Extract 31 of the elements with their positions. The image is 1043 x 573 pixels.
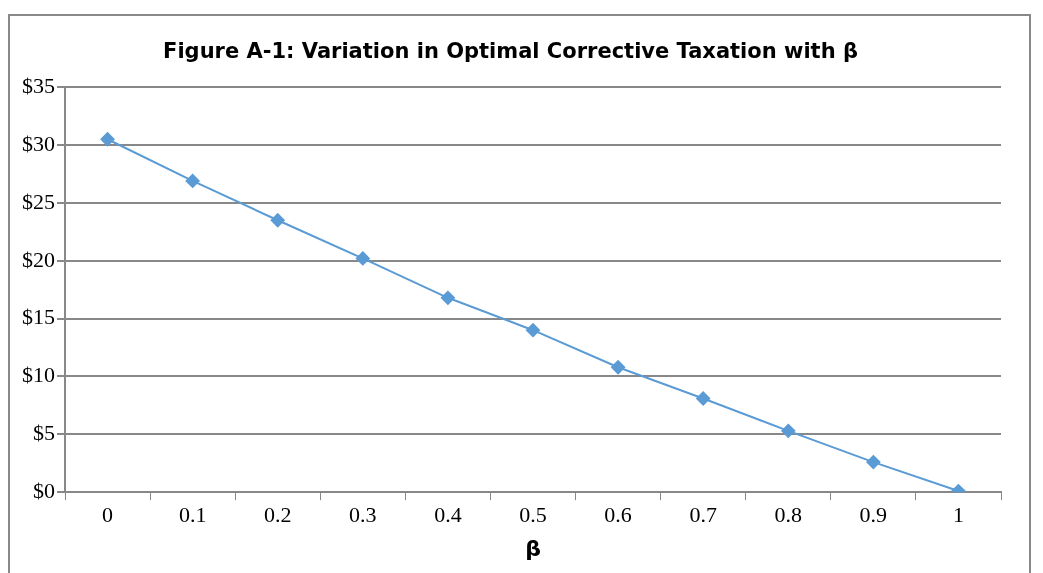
y-tick-label: $30 — [22, 130, 55, 156]
y-tick-label: $35 — [22, 72, 55, 98]
point — [185, 173, 200, 188]
x-tick-label: 0.7 — [689, 502, 717, 528]
point — [100, 132, 115, 147]
y-tick-label: $25 — [22, 188, 55, 214]
chart-title: Figure A-1: Variation in Optimal Corrective Taxation with β — [163, 39, 858, 64]
x-tick-label: 0.3 — [349, 502, 377, 528]
point — [696, 391, 711, 406]
x-tick-label: 0.4 — [434, 502, 462, 528]
point — [866, 455, 881, 470]
point — [270, 213, 285, 228]
y-tick-label: $5 — [33, 420, 55, 446]
x-tick-label: 0.1 — [178, 502, 207, 528]
y-tick-label: $20 — [22, 246, 55, 272]
x-tick-label: 0.5 — [519, 502, 547, 528]
point — [440, 290, 455, 305]
point — [781, 423, 796, 438]
point — [611, 360, 626, 375]
point — [526, 323, 540, 338]
y-tick-label: $10 — [22, 362, 55, 388]
x-tick-label: 0 — [102, 502, 114, 528]
x-tick-label: 0.8 — [774, 502, 803, 528]
x-tick-label: 1 — [952, 502, 964, 528]
y-tick-label: $0 — [33, 477, 55, 503]
x-tick-label: 0.9 — [859, 502, 888, 528]
y-tick-label: $15 — [22, 304, 55, 330]
point — [355, 251, 370, 266]
x-axis-title: β — [525, 535, 541, 561]
x-tick-label: 0.2 — [263, 502, 292, 528]
x-tick-label: 0.6 — [604, 502, 632, 528]
